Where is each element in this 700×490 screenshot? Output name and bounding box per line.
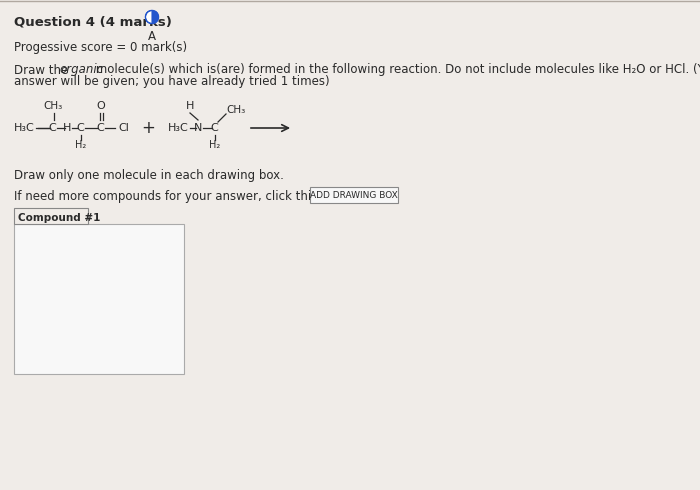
Text: organic: organic (59, 64, 103, 76)
Text: C: C (48, 123, 56, 133)
Text: If need more compounds for your answer, click this button: If need more compounds for your answer, … (14, 190, 360, 202)
Bar (310, 187, 398, 203)
Wedge shape (146, 10, 152, 24)
Text: molecule(s) which is(are) formed in the following reaction. Do not include molec: molecule(s) which is(are) formed in the … (92, 64, 700, 76)
Text: ADD DRAWING BOX: ADD DRAWING BOX (310, 191, 398, 199)
Text: +: + (141, 119, 155, 137)
Text: H₃C: H₃C (14, 123, 35, 133)
Circle shape (146, 10, 158, 24)
Text: Draw only one molecule in each drawing box.: Draw only one molecule in each drawing b… (14, 169, 284, 181)
Text: H₂: H₂ (76, 140, 87, 150)
Text: H: H (63, 123, 71, 133)
Text: N: N (194, 123, 202, 133)
Text: C: C (210, 123, 218, 133)
Text: CH₃: CH₃ (43, 101, 62, 111)
Text: Progessive score = 0 mark(s): Progessive score = 0 mark(s) (14, 42, 187, 54)
Text: CH₃: CH₃ (226, 105, 245, 115)
Text: H: H (186, 101, 194, 111)
Text: A: A (148, 30, 156, 43)
Text: Draw the: Draw the (14, 64, 72, 76)
Bar (14, 208, 88, 224)
Text: H₃C: H₃C (168, 123, 189, 133)
Bar (14, 224, 184, 374)
Text: O: O (97, 101, 106, 111)
Text: Cl: Cl (118, 123, 129, 133)
Text: C: C (96, 123, 104, 133)
Text: Compound #1: Compound #1 (18, 213, 100, 223)
Text: answer will be given; you have already tried 1 times): answer will be given; you have already t… (14, 75, 330, 89)
Text: Question 4 (4 marks): Question 4 (4 marks) (14, 16, 172, 28)
Text: C: C (76, 123, 84, 133)
Text: H₂: H₂ (209, 140, 220, 150)
